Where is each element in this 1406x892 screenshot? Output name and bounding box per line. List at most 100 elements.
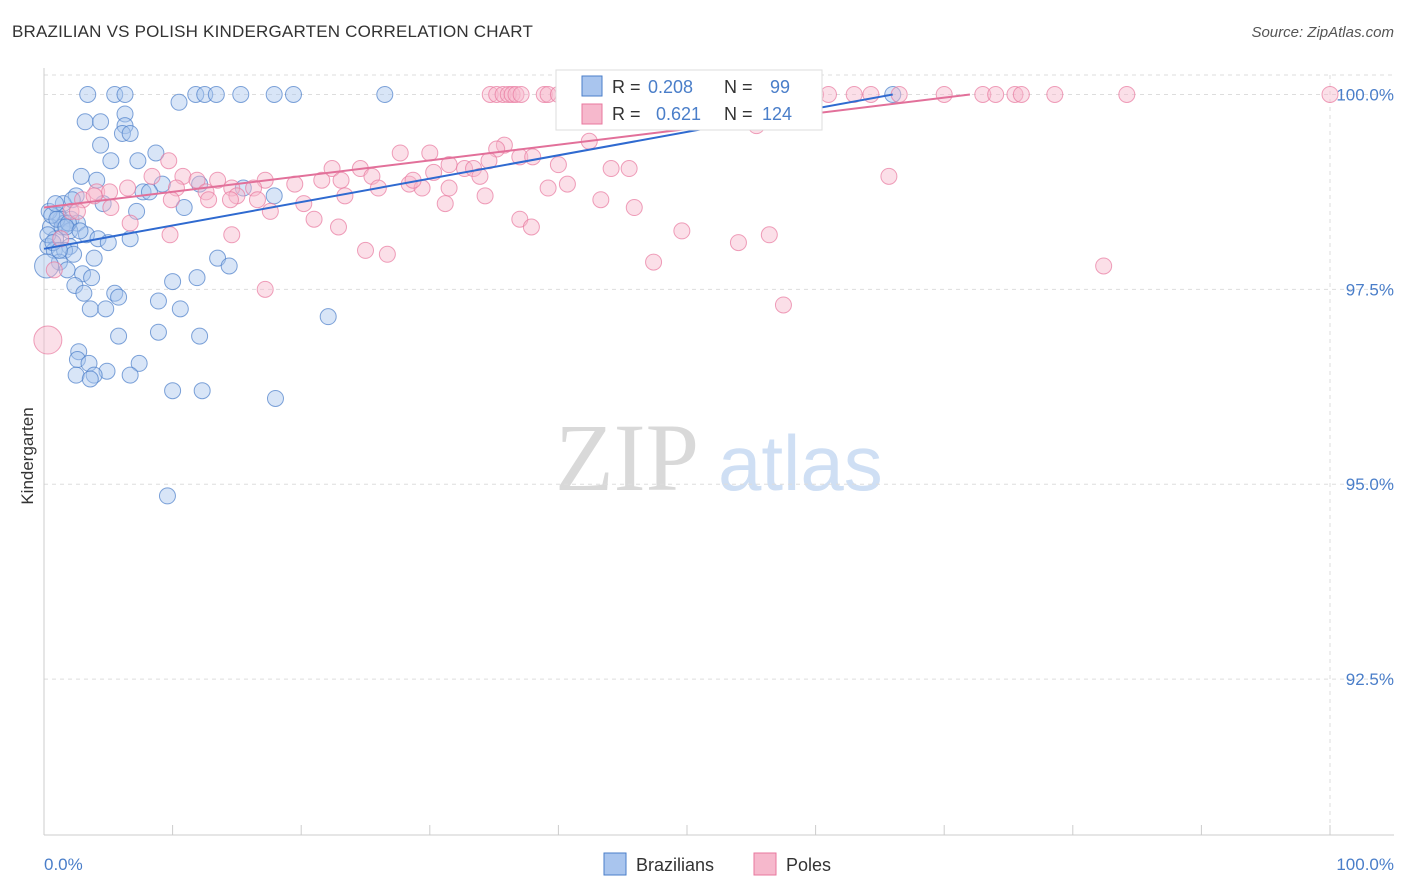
brazilians-point-12	[116, 105, 134, 123]
brazilians-point-3	[187, 85, 205, 103]
poles-point-72	[558, 175, 576, 193]
poles-point-74	[119, 179, 137, 197]
brazilians-point-94	[71, 222, 89, 240]
poles-point-54	[549, 156, 567, 174]
poles-point-5	[507, 85, 525, 103]
poles-point-69	[313, 171, 331, 189]
poles-point-108	[645, 253, 663, 271]
brazilians-point-59	[83, 269, 101, 287]
bottom-legend-label-poles: Poles	[786, 855, 831, 875]
poles-point-102	[522, 218, 540, 236]
poles-point-123	[85, 187, 103, 205]
poles-point-113	[592, 191, 610, 209]
brazilians-point-79	[67, 366, 85, 384]
poles-point-32	[974, 85, 992, 103]
brazilians-point-53	[85, 249, 103, 267]
x-tick-label-left: 0.0%	[44, 855, 83, 874]
bottom-legend-swatch-brazilians	[603, 852, 627, 876]
poles-point-51	[524, 148, 542, 166]
watermark-zip: ZIP	[555, 404, 699, 511]
legend-r-label-poles: R =	[612, 104, 641, 124]
poles-point-80	[440, 179, 458, 197]
brazilians-point-28	[140, 183, 158, 201]
poles-point-60	[602, 160, 620, 178]
legend-n-value-poles: 124	[762, 104, 792, 124]
brazilians-point-86	[158, 487, 176, 505]
poles-point-104	[223, 226, 241, 244]
brazilians-point-22	[72, 167, 90, 185]
brazilians-point-14	[92, 113, 110, 131]
brazilians-point-60	[164, 273, 182, 291]
brazilians-point-17	[121, 124, 139, 142]
poles-point-33	[987, 85, 1005, 103]
brazilians-point-85	[266, 389, 284, 407]
series-legend: Brazilians Poles	[603, 852, 831, 876]
x-tick-label-right: 100.0%	[1336, 855, 1394, 874]
poles-point-92	[248, 191, 266, 209]
poles-point-7	[535, 85, 553, 103]
y-axis-label: Kindergarten	[18, 407, 37, 504]
poles-point-4	[503, 85, 521, 103]
poles-point-70	[332, 171, 350, 189]
brazilians-point-96	[34, 253, 60, 279]
brazilians-point-71	[149, 323, 167, 341]
poles-point-117	[760, 226, 778, 244]
poles-point-46	[495, 136, 513, 154]
poles-point-116	[729, 234, 747, 252]
brazilians-point-4	[196, 85, 214, 103]
brazilians-point-11	[170, 93, 188, 111]
poles-point-31	[935, 85, 953, 103]
poles-point-61	[620, 160, 638, 178]
poles-point-107	[256, 280, 274, 298]
poles-point-106	[378, 245, 396, 263]
legend-swatch-poles	[581, 103, 603, 125]
brazilians-point-7	[265, 85, 283, 103]
brazilians-point-20	[102, 152, 120, 170]
brazilians-point-78	[98, 362, 116, 380]
poles-point-98	[305, 210, 323, 228]
brazilians-point-67	[81, 300, 99, 318]
legend-r-label-brazilians: R =	[612, 77, 641, 97]
poles-point-2	[494, 85, 512, 103]
poles-point-103	[161, 226, 179, 244]
poles-point-38	[1321, 85, 1339, 103]
brazilians-point-8	[284, 85, 302, 103]
brazilians-point-6	[232, 85, 250, 103]
chart-title: BRAZILIAN VS POLISH KINDERGARTEN CORRELA…	[12, 22, 534, 41]
poles-point-95	[102, 199, 120, 217]
brazilians-point-33	[175, 199, 193, 217]
brazilians-point-5	[207, 85, 225, 103]
watermark-atlas: atlas	[718, 419, 883, 507]
poles-point-112	[471, 167, 489, 185]
poles-point-27	[819, 85, 837, 103]
brazilians-point-1	[106, 85, 124, 103]
poles-point-110	[1095, 257, 1113, 275]
brazilians-point-52	[65, 245, 83, 263]
brazilians-point-63	[75, 284, 93, 302]
y-tick-label-0: 100.0%	[1336, 85, 1394, 104]
poles-point-90	[200, 191, 218, 209]
legend-r-value-brazilians: 0.208	[648, 77, 693, 97]
poles-point-49	[421, 144, 439, 162]
brazilians-point-83	[164, 382, 182, 400]
brazilians-point-65	[110, 288, 128, 306]
poles-point-119	[33, 325, 63, 355]
poles-point-34	[1006, 85, 1024, 103]
poles-point-94	[436, 195, 454, 213]
correlation-legend: R = 0.208 N = 99 R = 0.621 N = 124	[555, 69, 823, 131]
brazilians-point-82	[81, 370, 99, 388]
poles-point-48	[391, 144, 409, 162]
bottom-legend-label-brazilians: Brazilians	[636, 855, 714, 875]
brazilians-point-18	[92, 136, 110, 154]
poles-point-55	[160, 152, 178, 170]
brazilians-point-9	[376, 85, 394, 103]
brazilians-point-68	[97, 300, 115, 318]
poles-point-89	[162, 191, 180, 209]
brazilians-point-30	[265, 187, 283, 205]
poles-point-83	[101, 183, 119, 201]
poles-point-37	[1118, 85, 1136, 103]
poles-point-100	[121, 214, 139, 232]
poles-point-64	[143, 167, 161, 185]
poles-point-91	[221, 191, 239, 209]
brazilians-point-61	[188, 269, 206, 287]
